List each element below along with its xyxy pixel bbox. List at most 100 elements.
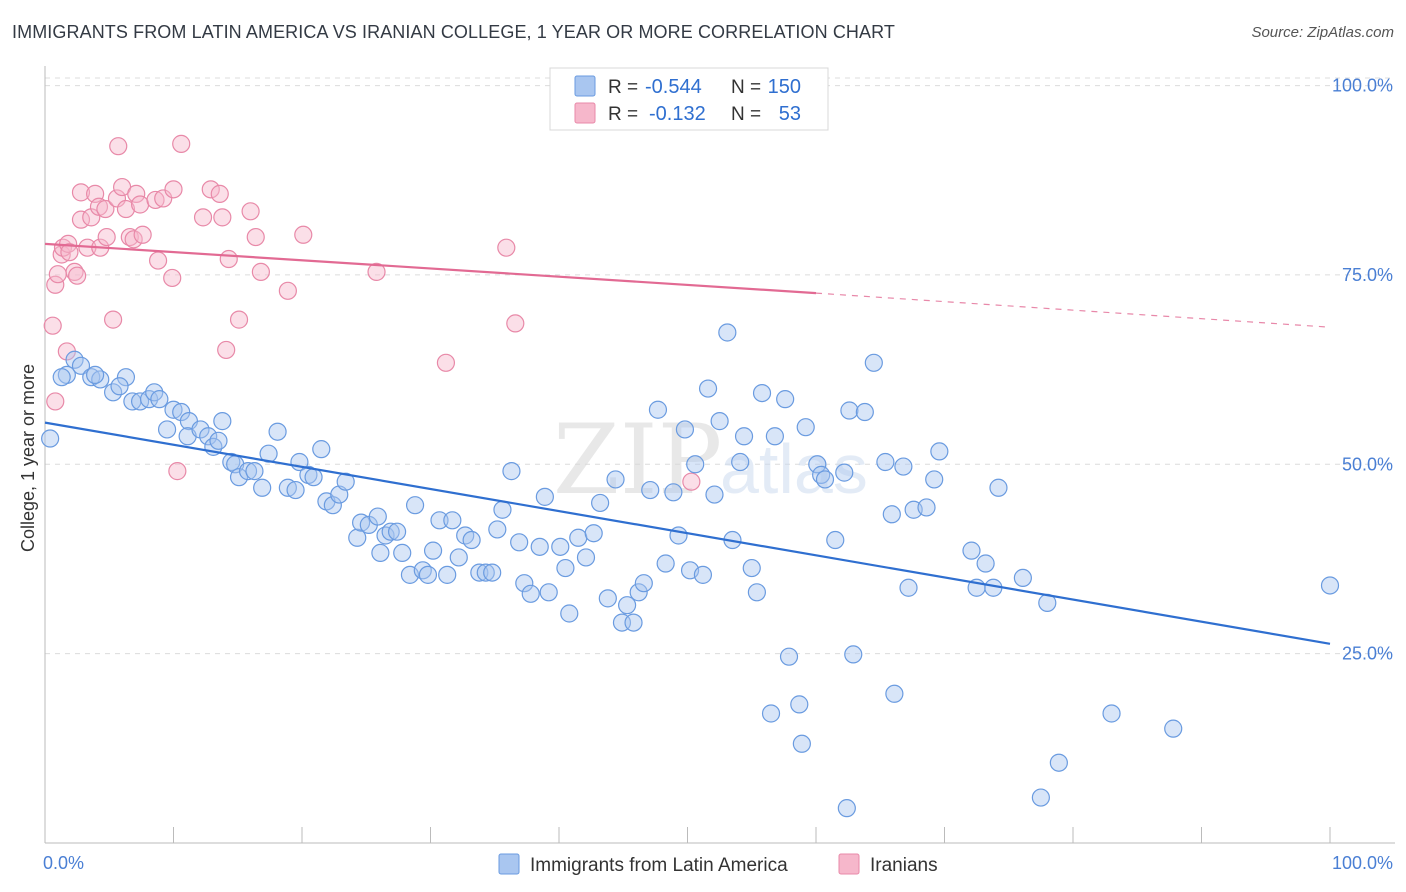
- data-point: [876, 452, 895, 472]
- data-point: [150, 390, 169, 409]
- data-point: [110, 377, 129, 396]
- y-tick-label: 25.0%: [1342, 644, 1393, 664]
- data-point: [1031, 788, 1050, 807]
- data-point: [430, 511, 449, 530]
- data-point: [371, 543, 390, 563]
- data-point: [815, 470, 835, 489]
- data-point: [894, 457, 913, 476]
- data-point: [219, 249, 238, 269]
- data-point: [124, 230, 143, 249]
- data-point: [790, 695, 809, 714]
- watermark-zip: ZIP: [553, 404, 722, 516]
- data-point: [199, 427, 218, 446]
- data-point: [917, 498, 936, 517]
- data-point: [808, 455, 827, 474]
- legend-n-label: N =: [731, 104, 761, 125]
- bottom-legend-item-iranians[interactable]: Iranians: [838, 853, 938, 876]
- data-point: [418, 565, 438, 584]
- data-point: [989, 478, 1008, 497]
- data-point: [146, 190, 165, 210]
- data-point: [154, 189, 173, 208]
- data-point: [493, 500, 512, 519]
- data-point: [569, 528, 588, 547]
- bottom-legend-item-latin-america[interactable]: Immigrants from Latin America: [498, 853, 788, 876]
- data-point: [598, 589, 617, 608]
- data-point: [624, 613, 643, 632]
- data-point: [976, 554, 995, 573]
- data-point: [71, 356, 91, 375]
- data-point: [742, 558, 761, 578]
- data-point: [52, 368, 71, 387]
- chart-source: Source: ZipAtlas.com: [1251, 24, 1394, 41]
- x-tick-label: 0.0%: [43, 853, 84, 873]
- data-point: [488, 520, 507, 539]
- data-point: [104, 310, 123, 329]
- data-point: [779, 647, 799, 666]
- data-point: [530, 537, 549, 556]
- legend: R = -0.544 N = 150 R = -0.132 N = 53: [549, 67, 829, 131]
- data-point: [336, 472, 355, 491]
- data-point: [1320, 576, 1340, 595]
- data-point: [634, 574, 653, 593]
- legend-item-latin-america[interactable]: R = -0.544 N = 150: [574, 75, 801, 98]
- data-point: [826, 530, 845, 550]
- data-point: [835, 463, 854, 482]
- data-point: [438, 565, 457, 584]
- data-point: [253, 478, 272, 497]
- data-point: [213, 412, 232, 431]
- axes: [44, 66, 1395, 844]
- data-point: [60, 243, 79, 262]
- data-point: [443, 511, 462, 530]
- tick-labels: 25.0% 50.0% 75.0% 100.0% 0.0% 100.0%: [43, 76, 1393, 873]
- data-point: [172, 402, 191, 422]
- data-point: [46, 392, 65, 411]
- data-point: [246, 227, 265, 247]
- data-point: [423, 541, 443, 560]
- y-tick-label: 75.0%: [1342, 265, 1393, 285]
- data-point: [576, 548, 596, 567]
- data-point: [245, 462, 264, 481]
- legend-r-value: -0.132: [649, 103, 706, 125]
- data-point: [1164, 719, 1183, 738]
- data-point: [323, 496, 342, 515]
- data-point: [157, 420, 177, 439]
- legend-swatch-iranians: [574, 102, 596, 124]
- data-point: [164, 180, 183, 199]
- data-point: [682, 472, 701, 491]
- data-point: [752, 383, 772, 403]
- data-point: [591, 493, 610, 513]
- data-point: [116, 368, 136, 387]
- data-point: [268, 422, 287, 441]
- data-point: [962, 541, 981, 560]
- data-point: [747, 583, 766, 602]
- data-point: [476, 563, 495, 582]
- data-point: [776, 390, 795, 409]
- data-point: [41, 429, 60, 448]
- data-point: [641, 480, 660, 500]
- data-point: [560, 604, 579, 623]
- legend-n-label: N =: [731, 77, 761, 98]
- data-point: [618, 596, 637, 615]
- trend-line: [44, 421, 1331, 645]
- watermark: ZIP atlas: [553, 404, 868, 516]
- data-point: [381, 522, 400, 541]
- data-point: [294, 225, 313, 244]
- data-point: [193, 208, 213, 227]
- data-point: [96, 199, 115, 219]
- bottom-legend-swatch-latin-america: [498, 853, 520, 875]
- data-point: [885, 684, 904, 703]
- data-point: [556, 558, 575, 578]
- data-point: [710, 412, 729, 431]
- data-point: [68, 266, 87, 285]
- legend-item-iranians[interactable]: R = -0.132 N = 53: [574, 102, 801, 125]
- data-point: [1102, 704, 1121, 723]
- bottom-legend-swatch-iranians: [838, 853, 860, 875]
- data-point: [844, 645, 863, 664]
- trend-line-extension: [815, 292, 1331, 328]
- legend-r-label: R =: [608, 77, 638, 98]
- data-point: [1049, 753, 1068, 772]
- data-point: [201, 180, 220, 199]
- data-point: [761, 704, 781, 723]
- data-point: [675, 420, 695, 439]
- data-point: [606, 470, 625, 489]
